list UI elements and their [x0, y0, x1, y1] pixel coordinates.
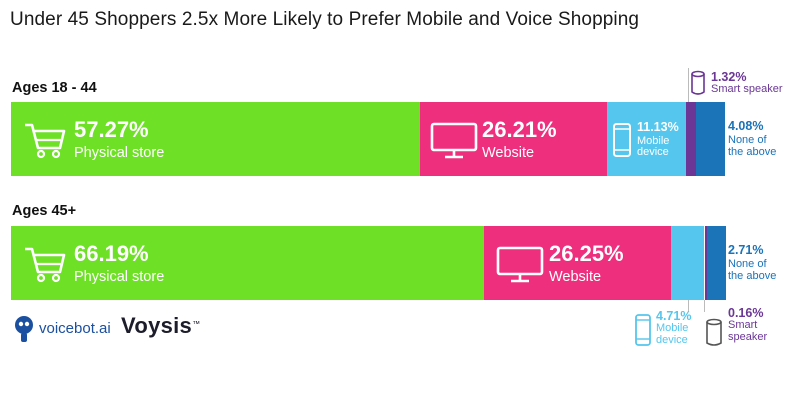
smart-speaker-icon — [706, 318, 722, 346]
voicebot-logo: voicebot.ai — [12, 314, 122, 344]
bar-segment-physical — [11, 226, 484, 300]
none-label-line1: None of — [728, 258, 767, 270]
voysis-logo-text: Voysis — [121, 313, 193, 338]
website-value: 26.21% — [482, 117, 557, 142]
physical-store-value: 57.27% — [74, 117, 149, 142]
website-label: Website — [549, 269, 602, 285]
none-label-line1: None of — [728, 134, 767, 146]
leader-line-speaker — [688, 68, 689, 102]
bar-segment-website — [419, 102, 607, 176]
speaker-label-line1: Smart — [728, 319, 758, 331]
website-value: 26.25% — [549, 241, 624, 266]
mobile-label-line1: Mobile — [637, 135, 670, 147]
mobile-label-line2: device — [656, 333, 688, 346]
physical-store-label: Physical store — [74, 269, 165, 285]
stacked-bar-18-44: 57.27% Physical store 26.21% Website 11.… — [11, 102, 725, 176]
monitor-icon — [430, 122, 478, 159]
monitor-icon — [496, 246, 544, 283]
mobile-label-line2: device — [637, 146, 669, 158]
group-label-18-44: Ages 18 - 44 — [12, 80, 97, 96]
none-label-line2: the above — [728, 145, 777, 158]
speaker-value: 0.16% — [728, 306, 764, 320]
none-value: 4.08% — [728, 119, 764, 133]
mobile-label-line1: Mobile — [656, 322, 689, 334]
none-value: 2.71% — [728, 243, 764, 257]
bar-segment-physical — [11, 102, 420, 176]
website-label: Website — [482, 145, 535, 161]
bar-segment-mobile — [606, 102, 687, 176]
speaker-label-line2: speaker — [728, 330, 768, 343]
mobile-phone-icon — [635, 314, 651, 346]
smart-speaker-icon — [691, 70, 705, 95]
leader-line-speaker — [704, 300, 705, 312]
voicebot-robot-icon — [15, 316, 33, 342]
bar-segment-mobile — [670, 226, 705, 300]
leader-line-mobile — [688, 300, 689, 312]
speaker-value: 1.32% — [711, 70, 747, 84]
shopping-cart-icon — [25, 247, 66, 283]
bar-segment-speaker — [686, 102, 696, 176]
bar-segment-none — [706, 226, 726, 300]
voysis-logo: Voysis™ — [121, 313, 200, 343]
physical-store-value: 66.19% — [74, 241, 149, 266]
none-label-line2: the above — [728, 269, 777, 282]
bar-segment-speaker — [704, 226, 707, 300]
mobile-phone-icon — [613, 123, 631, 157]
chart-title: Under 45 Shoppers 2.5x More Likely to Pr… — [10, 9, 640, 30]
group-label-45-plus: Ages 45+ — [12, 203, 77, 219]
voysis-trademark: ™ — [192, 319, 201, 329]
speaker-label: Smart speaker — [711, 83, 783, 95]
bar-segment-none — [695, 102, 725, 176]
voicebot-logo-text: voicebot.ai — [39, 320, 111, 337]
mobile-value: 4.71% — [656, 309, 692, 323]
bar-segment-website — [483, 226, 671, 300]
mobile-value: 11.13% — [637, 120, 679, 134]
shopping-cart-icon — [25, 123, 66, 159]
physical-store-label: Physical store — [74, 145, 165, 161]
stacked-bar-45-plus: 66.19% Physical store 26.25% Website — [11, 226, 726, 300]
